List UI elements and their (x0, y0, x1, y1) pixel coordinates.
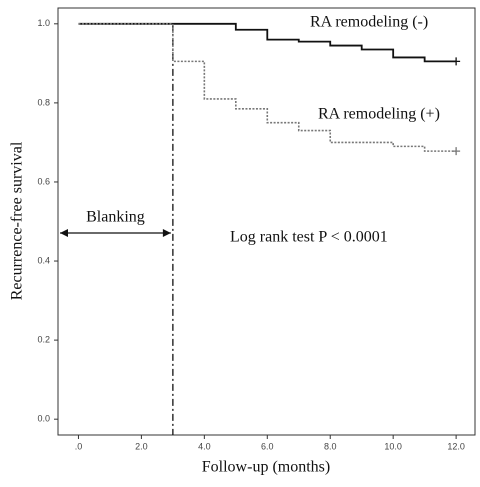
x-axis-label: Follow-up (months) (202, 459, 330, 476)
blanking-label: Blanking (86, 209, 145, 226)
x-tick-label: .0 (75, 441, 83, 451)
y-tick-label: 0.4 (37, 255, 50, 265)
survival-curve (78, 23, 457, 152)
x-tick-label: 8.0 (324, 441, 337, 451)
arrow-head (60, 229, 68, 237)
y-tick-label: 0.0 (37, 414, 50, 424)
plot-frame (57, 7, 476, 436)
series-label: RA remodeling (-) (310, 14, 428, 31)
x-tick-label: 10.0 (384, 441, 402, 451)
y-axis-label: Recurrence-free survival (9, 141, 26, 300)
survival-curve (78, 22, 457, 63)
x-tick-label: 12.0 (447, 441, 465, 451)
series-label: RA remodeling (+) (318, 106, 440, 123)
x-tick-label: 6.0 (261, 441, 274, 451)
x-tick-label: 2.0 (135, 441, 148, 451)
y-tick-label: 0.8 (37, 97, 50, 107)
x-tick-label: 4.0 (198, 441, 211, 451)
arrow-head (162, 229, 171, 237)
y-tick-label: 1.0 (37, 18, 50, 28)
y-tick-label: 0.6 (37, 176, 50, 186)
y-tick-label: 0.2 (37, 334, 50, 344)
censor-mark (452, 57, 461, 66)
censor-mark (452, 147, 461, 156)
test-label: Log rank test P < 0.0001 (230, 229, 388, 246)
